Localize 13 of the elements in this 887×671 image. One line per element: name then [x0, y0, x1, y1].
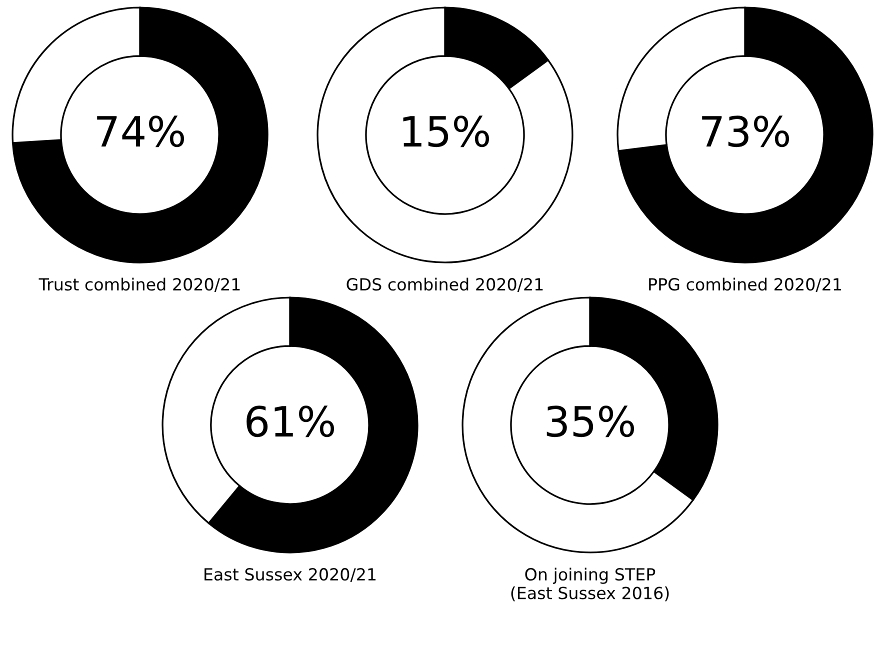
donut-slice — [618, 6, 874, 264]
donut-slice — [12, 6, 268, 264]
data-label: 74% — [97, 116, 184, 148]
text: On joining STEP (East Sussex 2016) — [511, 568, 669, 602]
data-label: 15% — [403, 116, 490, 148]
text: GDS combined 2020/21 — [346, 278, 543, 292]
data-label: 73% — [702, 116, 790, 148]
data-label: 35% — [546, 406, 634, 438]
donut-slice — [316, 6, 574, 264]
data-label: 61% — [246, 406, 334, 438]
text: Trust combined 2020/21 — [38, 278, 240, 292]
text: East Sussex 2020/21 — [204, 568, 376, 582]
text: PPG combined 2020/21 — [649, 278, 841, 292]
